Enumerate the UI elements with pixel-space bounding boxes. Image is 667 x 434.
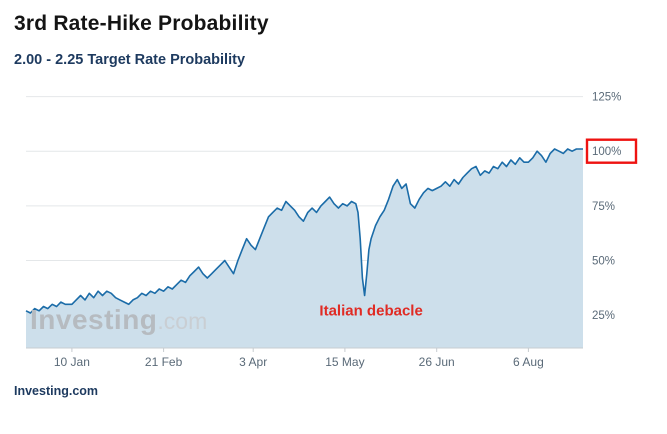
area-fill bbox=[26, 149, 583, 348]
y-axis-label: 25% bbox=[592, 310, 615, 322]
y-axis-label: 50% bbox=[592, 256, 615, 268]
x-axis-label: 26 Jun bbox=[419, 355, 455, 369]
x-axis-label: 10 Jan bbox=[54, 355, 90, 369]
x-axis-label: 15 May bbox=[325, 355, 364, 369]
chart-area: 10 Jan 21 Feb 3 Apr 15 May 26 Jun 6 Aug 25% 50%… bbox=[8, 76, 659, 378]
chart-subtitle: 2.00 - 2.25 Target Rate Probability bbox=[14, 52, 246, 68]
x-axis-label: 21 Feb bbox=[145, 355, 183, 369]
chart-title: 3rd Rate-Hike Probability bbox=[14, 12, 269, 35]
x-axis-label: 3 Apr bbox=[239, 355, 267, 369]
probability-line bbox=[25, 148, 583, 314]
highlight-box-100pct bbox=[585, 138, 638, 164]
y-axis-label: 125% bbox=[592, 92, 621, 104]
y-axis-label: 75% bbox=[592, 201, 615, 213]
annotation-italian-debacle: Italian debacle bbox=[319, 302, 423, 320]
y-axis-label: 100% bbox=[592, 146, 621, 158]
source-label: Investing.com bbox=[14, 384, 99, 398]
x-axis-label: 6 Aug bbox=[513, 355, 544, 369]
probability-chart: 10 Jan 21 Feb 3 Apr 15 May 26 Jun 6 Aug 25% 50%… bbox=[25, 92, 638, 369]
